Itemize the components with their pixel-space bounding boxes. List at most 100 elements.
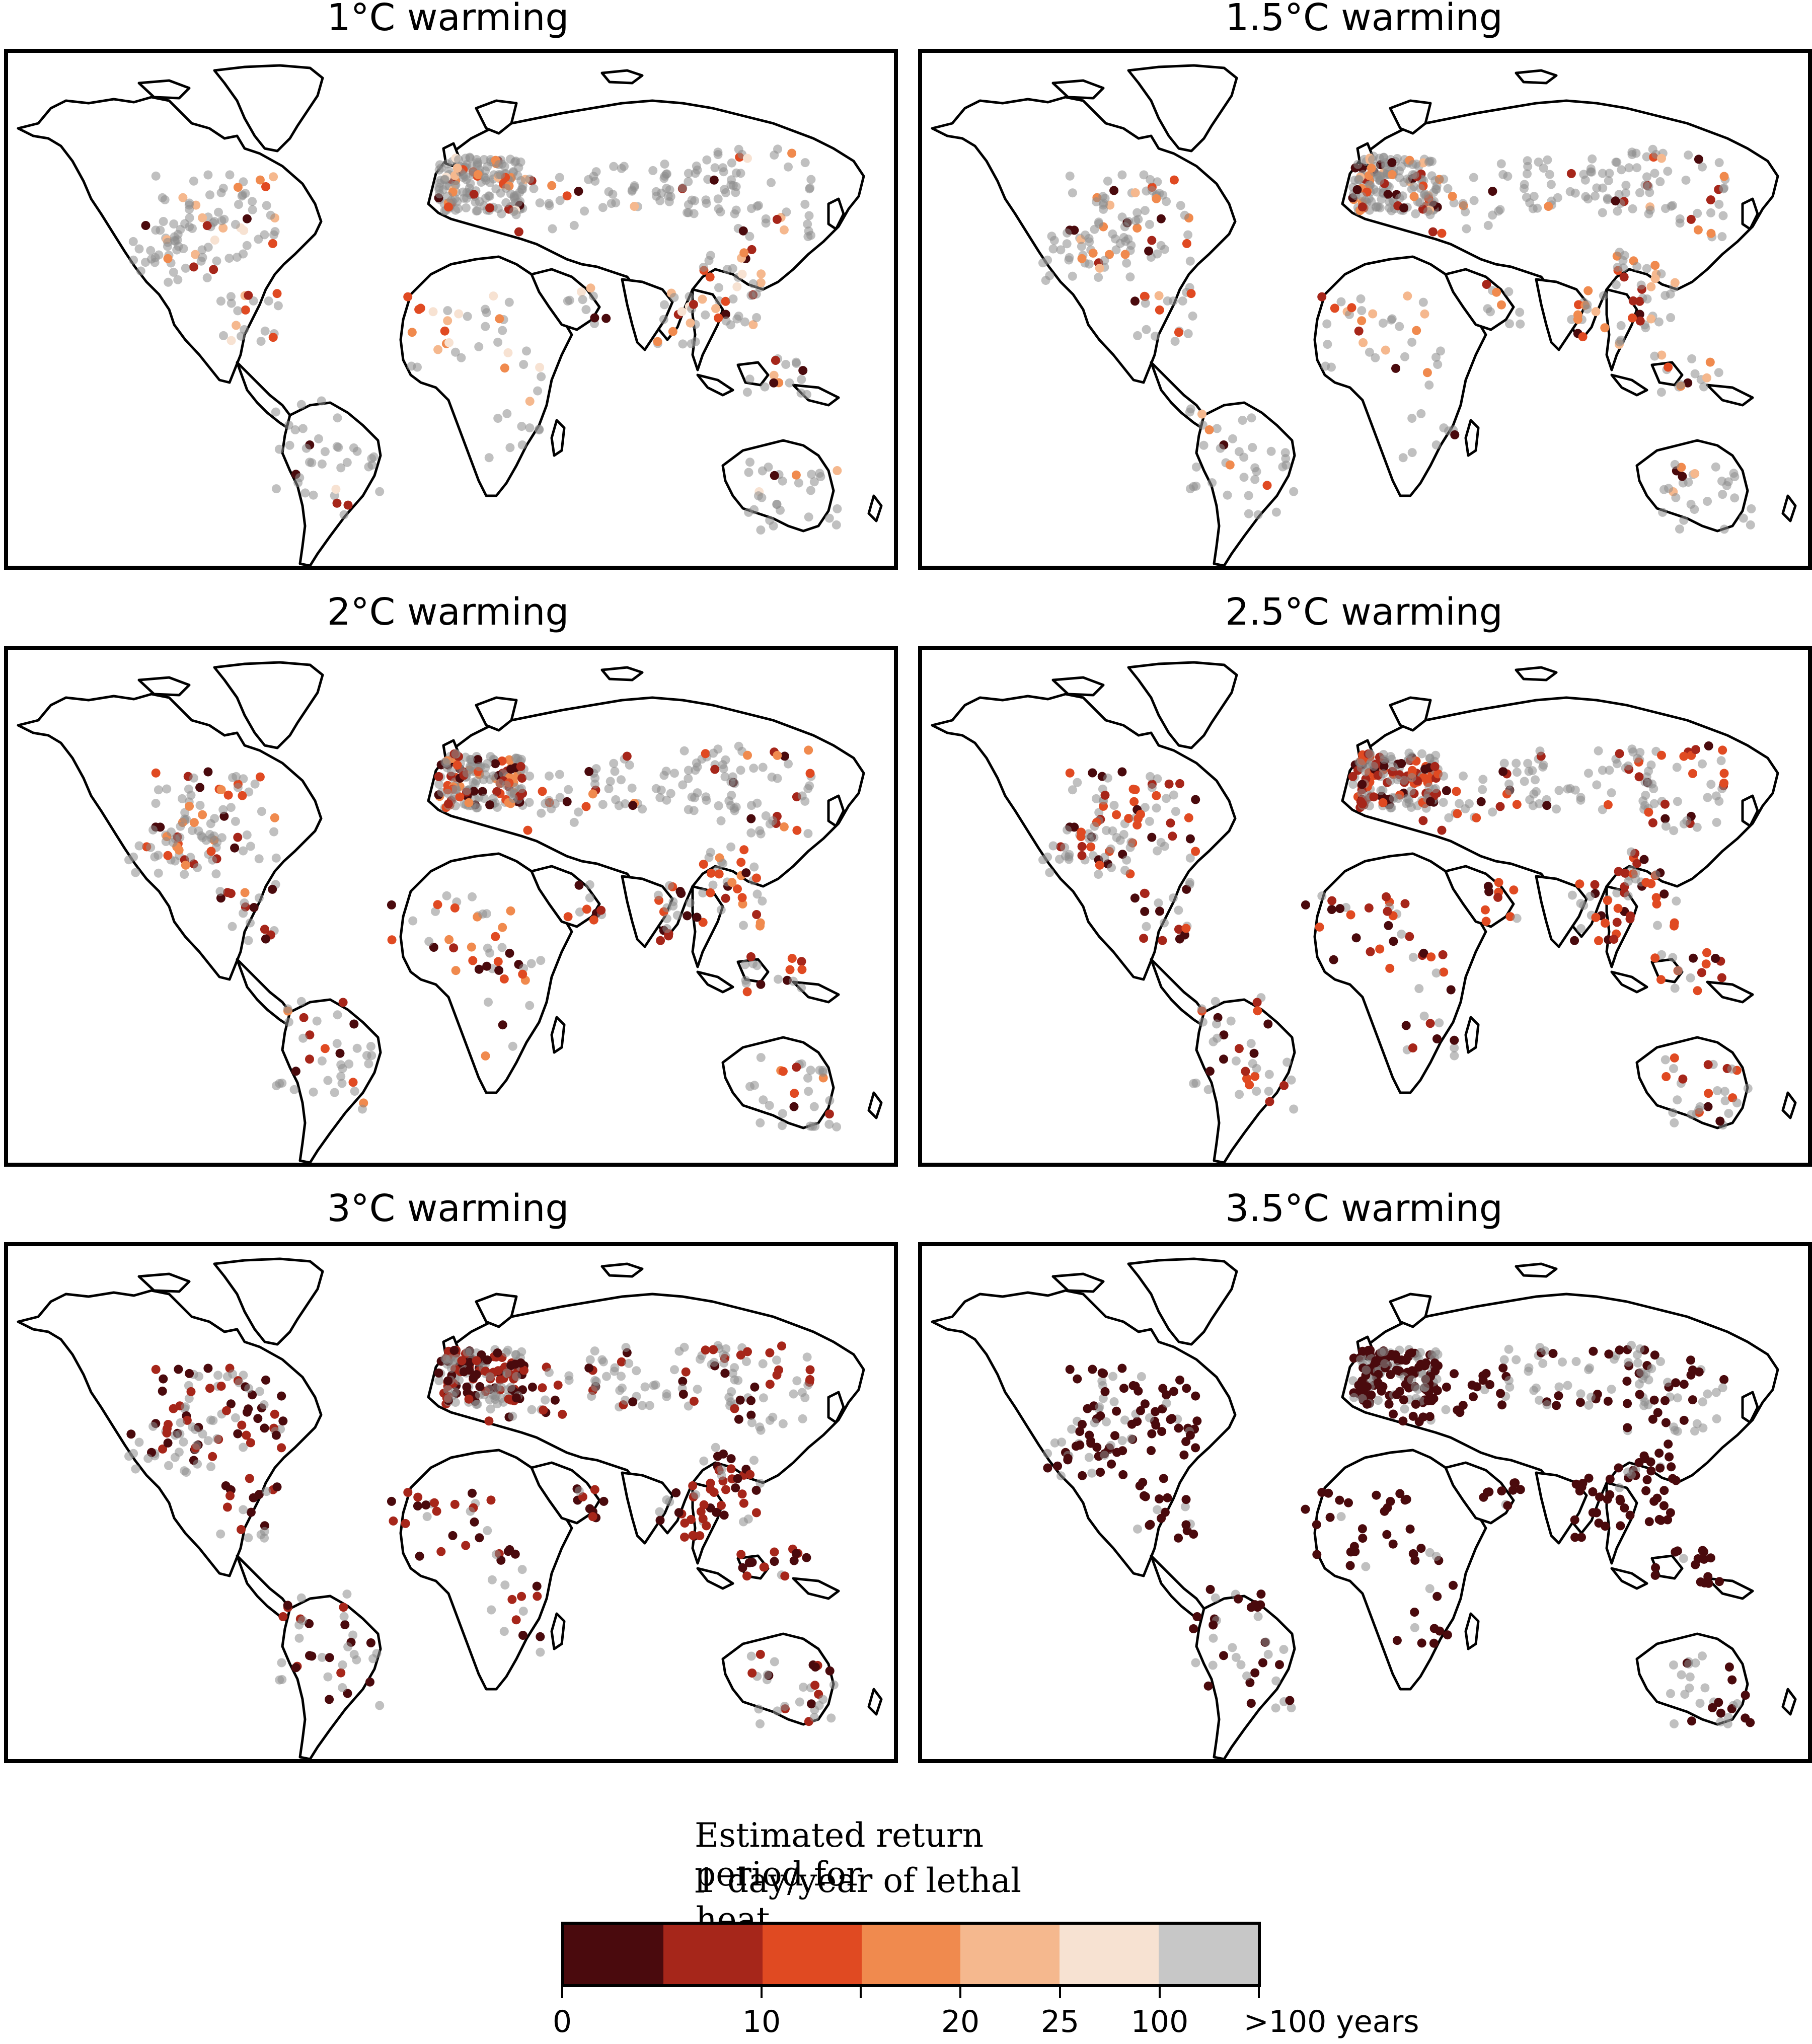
panel-title-2: 1.5°C warming — [1225, 0, 1503, 39]
station-point — [1157, 1513, 1166, 1523]
station-point — [772, 1355, 781, 1365]
station-point — [266, 210, 275, 220]
station-point — [181, 263, 190, 273]
station-point — [1708, 1703, 1717, 1712]
station-point — [246, 842, 255, 851]
station-point — [191, 250, 200, 259]
station-point — [756, 1649, 765, 1659]
station-point — [1624, 877, 1633, 886]
station-point — [216, 785, 226, 794]
station-point — [1265, 1097, 1274, 1106]
station-point — [1616, 1496, 1625, 1505]
station-point — [756, 1053, 766, 1063]
station-point — [485, 775, 495, 784]
station-point — [1442, 1382, 1451, 1392]
station-point — [367, 454, 376, 464]
colorbar-tick-label: 10 — [742, 2004, 781, 2039]
station-point — [180, 870, 189, 879]
station-point — [1169, 790, 1178, 800]
station-point — [804, 745, 813, 755]
station-point — [231, 1413, 240, 1422]
station-point — [1651, 870, 1660, 879]
station-point — [691, 1490, 701, 1499]
station-point — [1420, 1383, 1429, 1392]
station-point — [564, 785, 573, 794]
station-point — [1504, 1344, 1514, 1354]
station-point — [1627, 744, 1637, 754]
station-point — [526, 959, 536, 968]
station-point — [493, 957, 503, 966]
station-point — [271, 1430, 281, 1440]
station-point — [357, 1104, 367, 1114]
station-point — [1225, 460, 1235, 470]
station-point — [226, 336, 236, 345]
station-point — [1055, 855, 1064, 864]
station-point — [1385, 963, 1395, 973]
station-point — [630, 202, 639, 211]
world-map — [931, 661, 1797, 1163]
station-point — [1450, 1369, 1459, 1379]
station-point — [1392, 1636, 1402, 1645]
station-point — [256, 337, 266, 346]
station-point — [446, 767, 456, 777]
station-point — [210, 236, 219, 245]
station-point — [1140, 1491, 1149, 1500]
station-point — [1627, 1470, 1636, 1479]
station-point — [747, 1669, 757, 1678]
station-point — [1384, 921, 1393, 930]
station-point — [757, 269, 766, 279]
station-point — [1443, 184, 1453, 193]
station-point — [545, 771, 554, 781]
station-point — [825, 1096, 835, 1105]
station-point — [1600, 323, 1610, 333]
station-point — [591, 167, 601, 177]
station-point — [485, 948, 495, 958]
station-point — [1641, 1486, 1651, 1495]
station-point — [1139, 170, 1149, 180]
station-point — [1399, 776, 1409, 785]
station-point — [336, 1668, 346, 1678]
station-point — [529, 184, 539, 193]
station-point — [387, 935, 397, 945]
station-point — [443, 799, 453, 809]
station-point — [1495, 802, 1505, 811]
station-point — [802, 1553, 811, 1562]
station-point — [721, 310, 730, 319]
station-point — [525, 423, 535, 433]
station-point — [1520, 777, 1529, 786]
station-point — [684, 177, 693, 186]
station-point — [506, 1383, 515, 1392]
station-point — [1512, 768, 1522, 777]
station-point — [272, 1482, 282, 1492]
landmasses — [931, 661, 1797, 1163]
station-point — [780, 1702, 790, 1711]
station-point — [805, 184, 814, 194]
station-point — [787, 954, 797, 963]
station-point — [1117, 1364, 1127, 1373]
station-point — [687, 339, 696, 349]
station-point — [421, 1500, 431, 1510]
station-point — [555, 173, 564, 182]
station-point — [655, 1516, 665, 1525]
station-point — [749, 1456, 759, 1465]
station-point — [372, 1649, 382, 1658]
station-point — [1472, 813, 1481, 822]
station-point — [443, 192, 452, 201]
station-point — [1670, 278, 1680, 287]
colorbar-tick-label: 0 — [552, 2004, 572, 2039]
station-point — [1271, 507, 1281, 517]
station-point — [1140, 888, 1149, 898]
station-point — [678, 1390, 688, 1399]
station-point — [1145, 816, 1154, 826]
land-india — [621, 278, 674, 351]
station-point — [1156, 838, 1166, 847]
land-canada-islands — [137, 676, 191, 697]
station-point — [656, 785, 666, 795]
station-point — [1567, 890, 1577, 900]
land-greenland — [213, 64, 324, 153]
station-point — [129, 1449, 138, 1458]
station-point — [185, 1369, 194, 1378]
station-point — [1529, 192, 1539, 201]
station-point — [1119, 1384, 1128, 1393]
station-point — [475, 1382, 485, 1391]
